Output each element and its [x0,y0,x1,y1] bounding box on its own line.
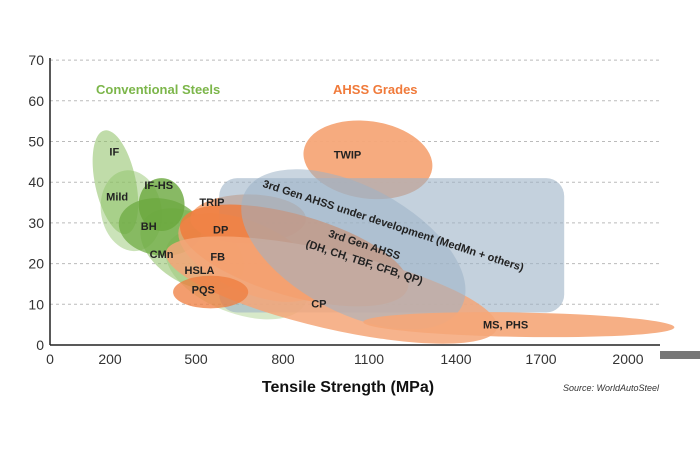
source-note: Source: WorldAutoSteel [563,383,660,393]
x-axis-label: Tensile Strength (MPa) [262,379,434,396]
group-label-ahss: AHSS Grades [333,82,418,97]
label-cmn: CMn [150,249,174,261]
x-tick-label-500: 500 [184,351,208,367]
x-tick-label-2000: 2000 [612,351,643,367]
y-tick-label-40: 40 [28,174,44,190]
y-tick-label-30: 30 [28,215,44,231]
y-tick-label-10: 10 [28,296,44,312]
label-cp: CP [311,299,326,311]
x-tick-label-800: 800 [271,351,295,367]
label-mild: Mild [106,192,128,204]
x-tick-label-200: 200 [98,351,122,367]
y-tick-label-70: 70 [28,52,44,68]
grid: 0 10 20 30 40 50 60 70 0 200 500 800 1100 1400 1700 200… [28,52,660,367]
label-fb: FB [210,251,225,263]
label-bh: BH [141,221,157,233]
label-hsla: HSLA [185,265,215,277]
region-shapes [92,120,675,344]
label-dp: DP [213,224,228,236]
x-tick-label-0: 0 [46,351,54,367]
label-if: IF [109,147,119,159]
y-tick-label-60: 60 [28,93,44,109]
axis-end-bar [660,351,700,359]
label-twip: TWIP [334,150,362,162]
y-tick-label-0: 0 [36,337,44,353]
region-pqs [173,275,249,309]
label-if-hs: IF-HS [144,180,173,192]
x-tick-label-1700: 1700 [525,351,556,367]
x-tick-label-1100: 1100 [354,351,384,367]
label-trip: TRIP [199,197,224,209]
axes [49,58,700,359]
x-tick-label-1400: 1400 [440,351,471,367]
region-ms-phs [363,312,675,338]
region-3rd-gen-ahss-dh-ch-tbf-cfb-qp [241,169,466,330]
y-tick-label-50: 50 [28,134,44,150]
y-tick-label-20: 20 [28,256,44,272]
region-if-hs [138,178,185,232]
label-pqs: PQS [192,285,215,297]
label-ms-phs: MS, PHS [483,320,528,332]
group-label-conventional: Conventional Steels [96,82,220,97]
